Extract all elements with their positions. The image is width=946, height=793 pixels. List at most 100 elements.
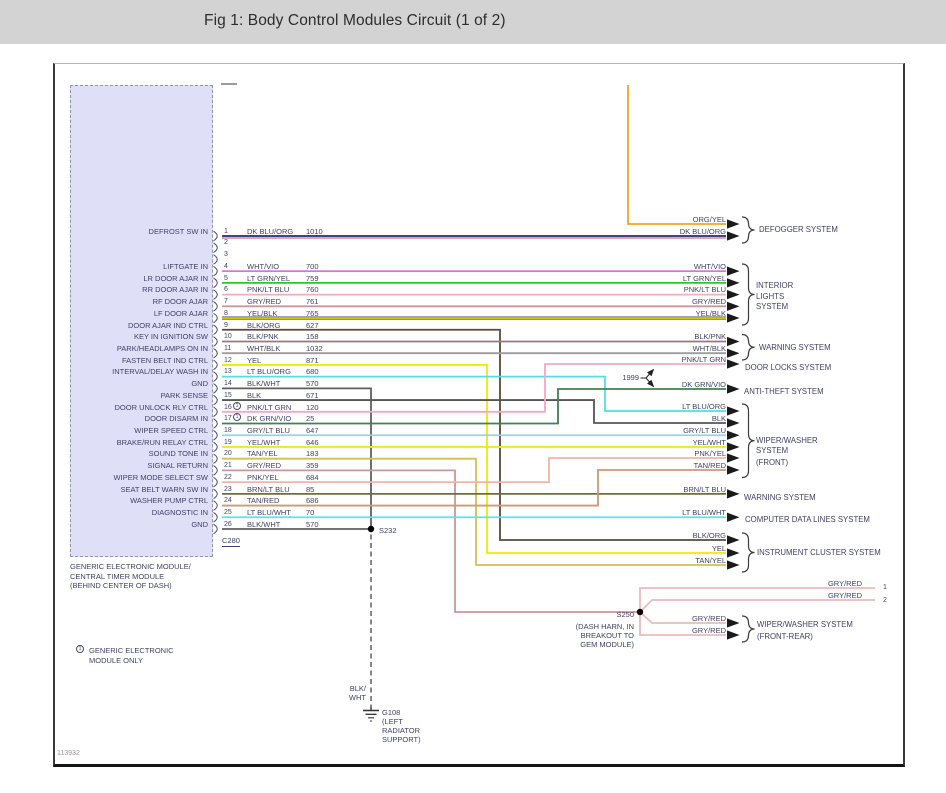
pin-bracket-2 [213, 242, 218, 253]
pin-number: 4 [224, 262, 228, 270]
pin-bracket-11 [213, 347, 218, 359]
ground-location-line: SUPPORT) [382, 735, 421, 744]
system-label: (FRONT-REAR) [757, 631, 813, 641]
dest-wire-color-label: GRY/RED [691, 297, 726, 306]
pin-number: 11 [224, 344, 232, 352]
wire-color-label: GRY/LT BLU [247, 425, 290, 435]
wire-color-label: BLK [247, 390, 262, 400]
wire-gry-red-20 [222, 469, 640, 613]
dest-arrow-0 [727, 219, 740, 229]
module-name-line: GENERIC ELECTRONIC MODULE/ [70, 562, 191, 571]
year-note-1999: 1999 [622, 373, 639, 382]
dest-wire-color-label: PNK/LT GRN [681, 354, 726, 364]
pin-bracket-21 [213, 465, 218, 476]
wire-color-label: PNK/YEL [247, 472, 279, 482]
pin-bracket-15 [213, 394, 218, 406]
module-name-line: CENTRAL TIMER MODULE [70, 571, 165, 581]
dest-wire-color-label: BLK/ORG [692, 530, 726, 540]
group-brace-5 [741, 615, 755, 643]
system-label: LIGHTS [756, 291, 785, 301]
wire-gry-red-light-28 [639, 599, 875, 613]
dest-wire-color-label: PNK/YEL [694, 448, 726, 458]
pin-bracket-24 [213, 500, 218, 511]
circuit-number: 680 [306, 367, 319, 377]
year-fork-up-arrow [645, 368, 655, 379]
pin-number: 2 [224, 239, 228, 247]
wire-color-label: DK BLU/ORG [247, 226, 294, 236]
pin-function-label: DIAGNOSTIC IN [151, 508, 208, 517]
circuit-number: 761 [306, 297, 319, 306]
wire-color-label: GRY/RED [247, 461, 282, 471]
system-label: (FRONT) [756, 458, 789, 467]
pin-function-label: WIPER SPEED CTRL [134, 425, 208, 435]
pin-function-label: LIFTGATE IN [163, 261, 208, 271]
wire-org-yel-26 [627, 85, 726, 225]
circuit-number: 359 [306, 461, 319, 471]
edge-pin-number: 2 [883, 596, 887, 604]
edge-wire-color-label: GRY/RED [827, 590, 862, 600]
dest-arrow-7 [727, 336, 740, 347]
pin-bracket-9 [213, 324, 218, 335]
module-name-line: (BEHIND CENTER OF DASH) [70, 581, 172, 590]
splice-s250-label: S250 [616, 610, 634, 619]
dest-arrow-6 [727, 313, 740, 323]
pin-number: 7 [224, 298, 228, 305]
system-label: WARNING SYSTEM [744, 492, 816, 502]
dest-arrow-4 [727, 290, 740, 300]
pin-number: 6 [224, 286, 228, 294]
system-label: INTERIOR [756, 281, 794, 290]
dest-arrow-15 [727, 453, 740, 463]
circuit-number: 684 [306, 472, 319, 482]
connector-label-text: C280 [222, 536, 240, 547]
pin-function-label: DOOR DISARM IN [144, 414, 208, 424]
pin-bracket-8 [213, 312, 218, 324]
pin-function-label: INTERVAL/DELAY WASH IN [112, 367, 208, 377]
dest-arrow-5 [727, 301, 740, 311]
title-bar: Fig 1: Body Control Modules Circuit (1 o… [0, 0, 946, 44]
pin-number: 16 [224, 403, 232, 411]
dest-arrow-3 [727, 278, 740, 288]
ground-name: G108 [382, 708, 401, 717]
dest-wire-color-label: YEL/BLK [695, 308, 726, 318]
wire-gry-red-light-27 [639, 587, 875, 612]
diagram-frame [53, 63, 905, 767]
circuit-number: 759 [306, 273, 319, 283]
dest-wire-color-label: LT GRN/YEL [682, 273, 726, 283]
splice-s250-note: GEM MODULE) [580, 639, 634, 649]
dest-wire-color-label: LT BLU/ORG [682, 401, 726, 411]
wire-color-label: LT BLU/ORG [247, 367, 291, 377]
edge-pin-number: 1 [883, 584, 887, 591]
pin-footnote-marker: 1 [233, 413, 241, 422]
circuit-number: 646 [306, 437, 319, 447]
pin-function-label: DEFROST SW IN [148, 226, 208, 236]
circuit-number: 871 [306, 355, 319, 365]
dest-wire-color-label: PNK/LT BLU [683, 285, 726, 295]
pin-number: 12 [224, 356, 232, 364]
dest-wire-color-label: GRY/RED [691, 613, 726, 623]
dest-arrow-18 [727, 512, 740, 522]
circuit-number: 627 [306, 320, 319, 330]
wire-color-label: TAN/RED [247, 496, 280, 506]
pin-number: 25 [224, 509, 232, 516]
system-label: WARNING SYSTEM [759, 342, 831, 352]
dest-arrow-17 [727, 489, 740, 499]
system-label: INSTRUMENT CLUSTER SYSTEM [757, 548, 881, 557]
pin-number: 19 [224, 438, 232, 446]
wire-tan-yel-19 [222, 457, 726, 566]
dest-arrow-1 [727, 231, 740, 241]
dest-arrow-22 [727, 618, 740, 628]
pin-function-label: GND [191, 379, 208, 389]
pin-bracket-14 [213, 383, 218, 394]
footnote-line: MODULE ONLY [89, 655, 144, 665]
dest-arrow-2 [727, 266, 740, 276]
pin-number: 14 [224, 380, 232, 388]
dest-arrow-10 [727, 384, 740, 394]
system-label: ANTI-THEFT SYSTEM [744, 386, 824, 396]
year-fork-down-arrow [645, 377, 655, 388]
group-brace-0 [741, 216, 755, 244]
pin-number: 26 [224, 520, 232, 528]
pin-function-label: SOUND TONE IN [148, 449, 208, 459]
pin-bracket-19 [213, 441, 218, 453]
pin-bracket-13 [213, 371, 218, 382]
